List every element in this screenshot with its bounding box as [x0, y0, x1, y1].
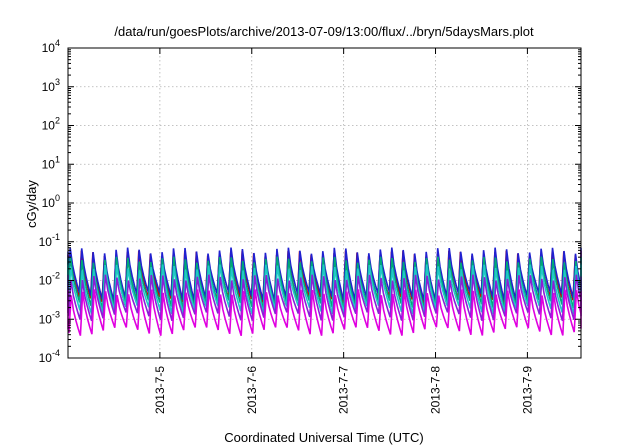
plot-frame: [67, 47, 582, 359]
y-tick-label: 103: [42, 77, 60, 94]
x-axis-label: Coordinated Universal Time (UTC): [224, 430, 423, 445]
y-tick-exponent: -3: [52, 309, 60, 319]
chart-title: /data/run/goesPlots/archive/2013-07-09/1…: [114, 24, 534, 39]
y-tick-exponent: 1: [55, 154, 60, 164]
series-line: [67, 289, 582, 337]
y-tick-label: 10-3: [39, 309, 60, 326]
x-tick-label: 2013-7-8: [429, 366, 443, 414]
plot-series: [67, 247, 582, 337]
y-axis-label: cGy/day: [24, 180, 39, 228]
y-tick-label: 100: [42, 193, 60, 210]
x-tick-label: 2013-7-9: [520, 366, 534, 414]
y-tick-label: 101: [42, 154, 60, 171]
y-tick-exponent: 3: [55, 77, 60, 87]
y-tick-exponent: 0: [55, 193, 60, 203]
y-tick-label: 10-2: [39, 271, 60, 288]
x-tick-label: 2013-7-7: [337, 366, 351, 414]
y-tick-exponent: -4: [52, 348, 60, 358]
x-tick-label: 2013-7-6: [245, 366, 259, 414]
y-tick-label: 104: [42, 38, 60, 55]
y-tick-exponent: -1: [52, 232, 60, 242]
y-tick-label: 102: [42, 116, 60, 133]
y-tick-exponent: -2: [52, 271, 60, 281]
series-line: [67, 274, 582, 322]
y-tick-exponent: 2: [55, 116, 60, 126]
y-tick-label: 10-1: [39, 232, 60, 249]
x-tick-label: 2013-7-5: [153, 366, 167, 414]
y-tick-label: 10-4: [39, 348, 60, 365]
y-tick-exponent: 4: [55, 38, 60, 48]
